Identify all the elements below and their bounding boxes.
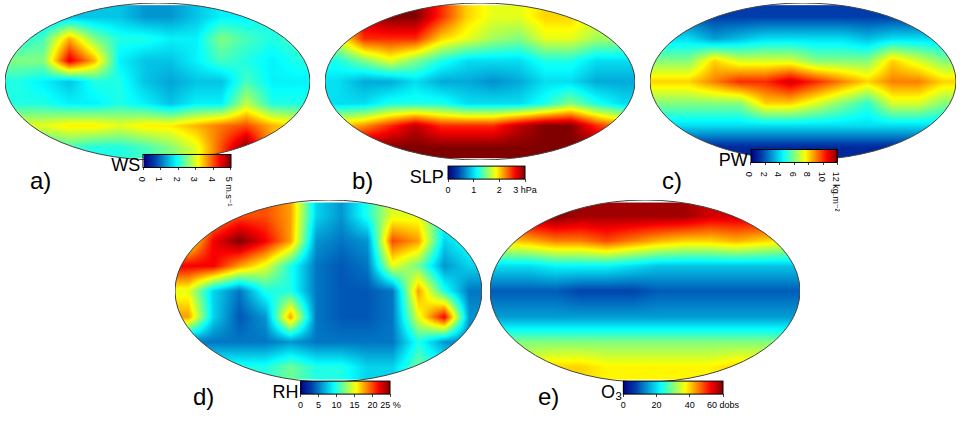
svg-text:PW: PW [719,150,748,170]
svg-text:20: 20 [652,400,662,410]
svg-text:5 m.s⁻¹: 5 m.s⁻¹ [224,177,234,207]
svg-text:20: 20 [367,400,377,410]
svg-text:6: 6 [788,172,798,177]
svg-text:2: 2 [497,185,502,195]
svg-text:40: 40 [685,400,695,410]
svg-text:3 hPa: 3 hPa [513,185,537,195]
svg-text:60 dobs: 60 dobs [707,400,740,410]
svg-text:4: 4 [773,172,783,177]
svg-text:8: 8 [802,172,812,177]
svg-text:d): d) [193,383,214,410]
svg-text:2: 2 [759,172,769,177]
svg-text:SLP: SLP [410,167,444,187]
svg-text:2: 2 [172,177,182,182]
svg-text:0: 0 [446,185,451,195]
svg-text:a): a) [30,167,51,194]
svg-text:3: 3 [189,177,199,182]
svg-text:0: 0 [621,400,626,410]
svg-text:1: 1 [471,185,476,195]
svg-text:b): b) [352,167,373,194]
svg-text:25 %: 25 % [380,400,401,410]
svg-text:WS: WS [111,155,140,175]
svg-text:0: 0 [744,172,754,177]
svg-text:10: 10 [817,172,827,182]
svg-text:c): c) [662,167,682,194]
svg-text:15: 15 [349,400,359,410]
svg-text:O₃: O₃ [601,382,622,402]
svg-text:1: 1 [154,177,164,182]
svg-text:4: 4 [207,177,217,182]
svg-text:RH: RH [273,382,299,402]
svg-text:0: 0 [137,177,147,182]
svg-text:5: 5 [316,400,321,410]
svg-text:e): e) [538,383,559,410]
svg-text:12 kg.m⁻²: 12 kg.m⁻² [831,172,841,212]
svg-text:10: 10 [331,400,341,410]
svg-text:0: 0 [298,400,303,410]
